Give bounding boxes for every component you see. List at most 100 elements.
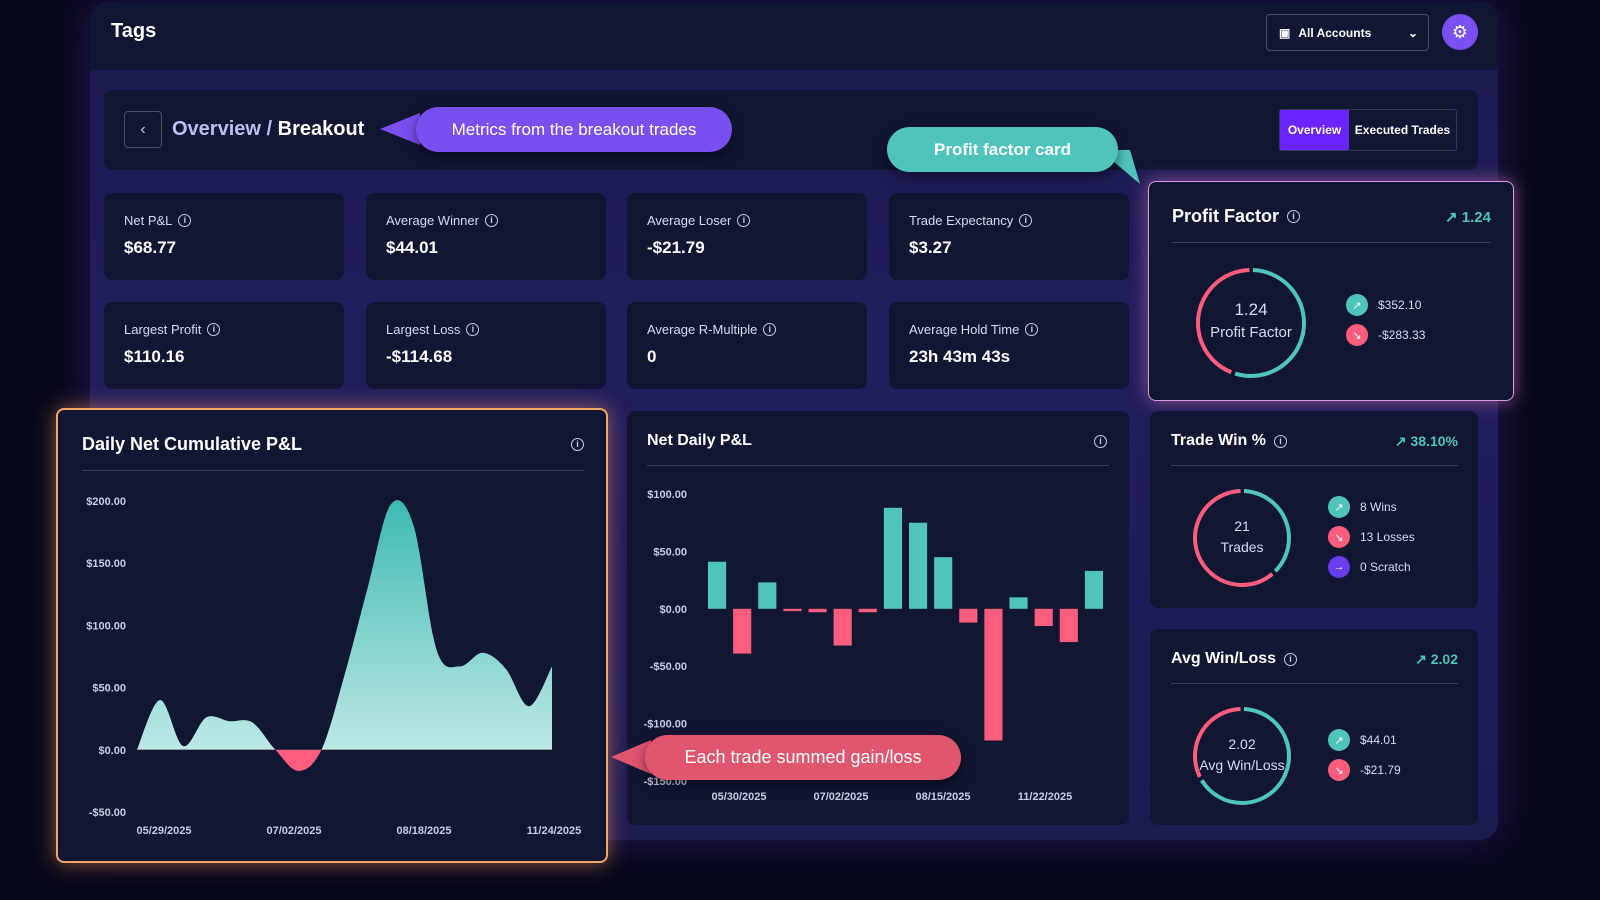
- bar[interactable]: [1034, 608, 1053, 627]
- x-tick-label: 11/24/2025: [527, 825, 581, 837]
- positive-area: [137, 500, 552, 750]
- view-tabs: Overview Executed Trades: [1279, 109, 1457, 151]
- gear-icon: ⚙: [1451, 21, 1469, 42]
- trend-up-icon: ↗: [1415, 651, 1427, 667]
- y-tick-label: $100.00: [647, 489, 687, 501]
- bar[interactable]: [1084, 570, 1103, 609]
- back-button[interactable]: ‹: [124, 111, 162, 148]
- bar[interactable]: [733, 608, 752, 654]
- breadcrumb-current: Breakout: [277, 118, 365, 140]
- net-daily-callout: Each trade summed gain/loss: [645, 735, 961, 780]
- metric-card: Largest Loss i -$114.68: [366, 302, 606, 389]
- net-daily-pnl-chart: $100.00$50.00$0.00-$50.00-$100.00-$150.0…: [644, 489, 1103, 803]
- info-icon[interactable]: i: [1025, 323, 1039, 336]
- y-tick-label: $50.00: [653, 546, 687, 558]
- info-icon[interactable]: i: [207, 323, 221, 336]
- bar[interactable]: [808, 608, 827, 613]
- bar[interactable]: [909, 522, 928, 609]
- briefcase-icon: ▣: [1279, 25, 1291, 40]
- trend-down-icon: ↘: [1328, 759, 1350, 781]
- scratch-count: 0 Scratch: [1360, 560, 1411, 574]
- trend-down-icon: ↘: [1328, 526, 1350, 548]
- trend-up-icon: ↗: [1346, 294, 1368, 316]
- info-icon[interactable]: i: [466, 323, 480, 336]
- metric-card: Trade Expectancy i $3.27: [889, 193, 1129, 280]
- gross-profit: $352.10: [1378, 298, 1422, 312]
- gross-loss: -$283.33: [1378, 328, 1426, 342]
- donut-value: 21: [1234, 518, 1250, 534]
- info-icon[interactable]: i: [178, 214, 192, 227]
- x-tick-label: 08/15/2025: [915, 791, 970, 803]
- y-tick-label: $150.00: [86, 558, 126, 570]
- cumulative-pnl-card: Daily Net Cumulative P&L i: [56, 408, 608, 863]
- bar[interactable]: [708, 561, 727, 609]
- x-tick-label: 05/29/2025: [136, 825, 191, 837]
- metric-label: Net P&L: [124, 213, 173, 228]
- bar[interactable]: [883, 507, 902, 609]
- bar[interactable]: [758, 582, 777, 609]
- info-icon[interactable]: i: [1287, 210, 1301, 223]
- page-title: Tags: [111, 20, 157, 42]
- bar[interactable]: [858, 608, 877, 613]
- info-icon[interactable]: i: [1273, 434, 1287, 448]
- info-icon[interactable]: i: [737, 214, 751, 227]
- x-tick-label: 11/22/2025: [1018, 791, 1072, 803]
- breadcrumb-parent[interactable]: Overview: [172, 118, 261, 140]
- y-tick-label: $50.00: [92, 683, 126, 695]
- metric-card: Average Loser i -$21.79: [627, 193, 867, 280]
- bar[interactable]: [833, 608, 852, 646]
- callout-pointer: [380, 113, 420, 145]
- info-icon[interactable]: i: [1094, 435, 1107, 448]
- chevron-left-icon: ‹: [140, 120, 146, 138]
- bar[interactable]: [1059, 608, 1078, 643]
- metric-card: Average Winner i $44.01: [366, 193, 606, 280]
- callout-pointer: [611, 740, 651, 774]
- donut-label: Avg Win/Loss: [1199, 757, 1285, 773]
- metric-value: $3.27: [909, 238, 952, 257]
- metric-value: $110.16: [124, 347, 185, 366]
- metric-value: -$114.68: [386, 347, 453, 366]
- bar[interactable]: [783, 608, 802, 612]
- tab-executed-trades[interactable]: Executed Trades: [1354, 123, 1451, 137]
- bar[interactable]: [984, 608, 1003, 741]
- account-select-label: All Accounts: [1298, 25, 1372, 40]
- metric-label: Trade Expectancy: [909, 213, 1014, 228]
- metric-label: Average R-Multiple: [647, 322, 758, 337]
- bar[interactable]: [959, 608, 978, 623]
- info-icon[interactable]: i: [1019, 214, 1033, 227]
- info-icon[interactable]: i: [571, 438, 584, 451]
- info-icon[interactable]: i: [1284, 652, 1298, 666]
- metric-label: Average Loser: [647, 213, 732, 228]
- chevron-down-icon: ⌄: [1407, 25, 1418, 40]
- x-tick-label: 07/02/2025: [266, 825, 321, 837]
- gain-arc: [1193, 707, 1291, 805]
- card-title: Avg Win/Loss: [1171, 650, 1277, 667]
- bar[interactable]: [934, 557, 953, 609]
- y-tick-label: $200.00: [86, 496, 126, 508]
- trade-win-card: Trade Win % i ↗ 38.10% 21 Trades ↗ 8 Wins ↘…: [1150, 411, 1478, 608]
- top-bar: [90, 2, 1498, 70]
- info-icon[interactable]: i: [484, 214, 498, 227]
- tab-overview[interactable]: Overview: [1280, 110, 1349, 150]
- avg-win: $44.01: [1360, 733, 1397, 747]
- gain-arc: [1193, 489, 1291, 587]
- metric-value: $44.01: [386, 238, 438, 257]
- y-tick-label: $100.00: [86, 620, 126, 632]
- breadcrumb-callout: Metrics from the breakout trades: [416, 107, 732, 152]
- bar[interactable]: [1009, 597, 1028, 609]
- trend-up-icon: ↗: [1445, 209, 1458, 226]
- settings-button[interactable]: ⚙: [1442, 14, 1478, 50]
- info-icon[interactable]: i: [763, 323, 777, 336]
- breadcrumb-separator: /: [260, 118, 278, 140]
- y-tick-label: $0.00: [98, 745, 126, 757]
- gain-arc: [1196, 268, 1306, 378]
- chart-title: Daily Net Cumulative P&L: [82, 434, 303, 454]
- wins-count: 8 Wins: [1360, 500, 1397, 514]
- account-select[interactable]: ▣ All Accounts ⌄: [1266, 14, 1429, 51]
- metric-value: -$21.79: [647, 238, 705, 257]
- y-tick-label: -$50.00: [89, 807, 126, 819]
- loss-arc: [1193, 489, 1291, 587]
- profit-factor-callout: Profit factor card: [887, 127, 1118, 172]
- metric-value: 0: [647, 347, 657, 366]
- win-pct-kpi: ↗ 38.10%: [1394, 433, 1458, 449]
